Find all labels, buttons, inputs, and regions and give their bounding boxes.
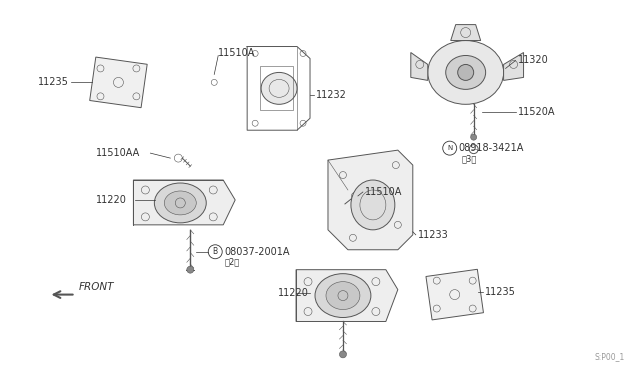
Text: 11520A: 11520A	[518, 107, 555, 117]
Text: B: B	[212, 247, 218, 256]
Text: 11510A: 11510A	[365, 187, 403, 197]
Polygon shape	[90, 57, 147, 108]
Polygon shape	[411, 52, 428, 80]
Text: 11220: 11220	[95, 195, 126, 205]
Ellipse shape	[428, 41, 504, 104]
Text: 11235: 11235	[38, 77, 68, 87]
Polygon shape	[451, 25, 481, 41]
Circle shape	[458, 64, 474, 80]
Text: FRONT: FRONT	[79, 282, 114, 292]
Text: S:P00_1: S:P00_1	[594, 352, 625, 361]
Text: 11220: 11220	[278, 288, 309, 298]
Text: 11235: 11235	[484, 286, 515, 296]
Ellipse shape	[315, 274, 371, 318]
Ellipse shape	[445, 55, 486, 89]
Text: 11510A: 11510A	[218, 48, 255, 58]
Ellipse shape	[154, 183, 206, 223]
Polygon shape	[504, 52, 524, 80]
Polygon shape	[296, 270, 398, 321]
Ellipse shape	[164, 191, 196, 215]
Circle shape	[339, 351, 346, 358]
Ellipse shape	[326, 282, 360, 310]
Ellipse shape	[261, 73, 297, 104]
Text: 11510AA: 11510AA	[95, 148, 140, 158]
Text: 08918-3421A: 08918-3421A	[459, 143, 524, 153]
Polygon shape	[328, 150, 413, 250]
Circle shape	[470, 134, 477, 140]
Circle shape	[187, 266, 194, 273]
Text: N: N	[447, 145, 452, 151]
Text: 。3、: 。3、	[461, 155, 477, 164]
Ellipse shape	[351, 180, 395, 230]
Text: 。2、: 。2、	[224, 257, 239, 266]
Polygon shape	[133, 180, 235, 225]
Polygon shape	[426, 269, 483, 320]
Text: 11320: 11320	[518, 55, 548, 65]
Text: 08037-2001A: 08037-2001A	[224, 247, 290, 257]
Text: 11232: 11232	[316, 90, 347, 100]
Text: 11233: 11233	[418, 230, 449, 240]
